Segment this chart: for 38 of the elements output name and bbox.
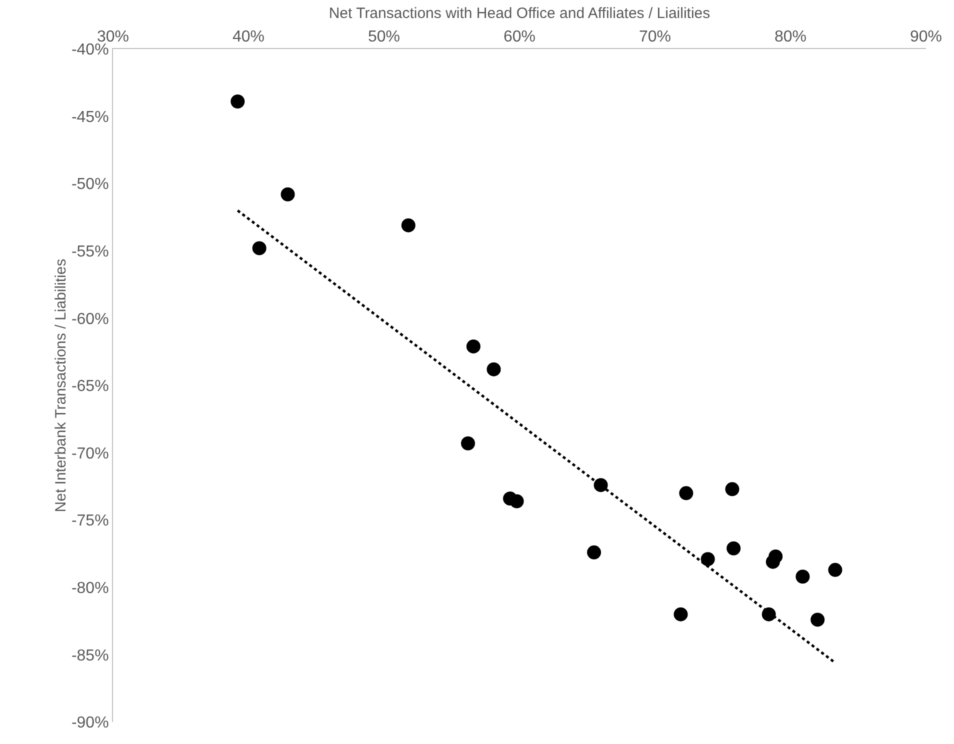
y-tick-label: -50%	[71, 176, 109, 194]
y-tick-label: -55%	[71, 244, 109, 260]
y-tick-label: -85%	[71, 647, 109, 664]
y-tick-label: -45%	[71, 108, 109, 126]
x-tick-label: 90%	[910, 28, 942, 46]
x-tick-label: 40%	[232, 28, 265, 46]
point	[230, 94, 245, 108]
point	[510, 494, 524, 508]
point	[252, 241, 266, 256]
point	[726, 541, 741, 556]
x-tick-label: 70%	[638, 28, 672, 46]
y-tick-label: -90%	[71, 714, 109, 732]
point	[828, 562, 842, 577]
point	[768, 549, 783, 564]
point	[674, 607, 688, 622]
point	[486, 362, 501, 376]
point	[461, 436, 476, 450]
point	[401, 218, 416, 232]
y-tick-label: -75%	[71, 512, 109, 530]
point	[280, 187, 295, 202]
point	[725, 482, 740, 496]
x-tick-label: 50%	[368, 28, 400, 46]
point	[700, 552, 715, 566]
point	[594, 478, 608, 492]
point	[587, 545, 602, 560]
y-tick-label: -60%	[71, 310, 109, 328]
x-axis-title: Net Transactions with Head Office and Affiliates / Liailities	[328, 4, 710, 22]
y-tick-label: -65%	[71, 378, 109, 396]
x-tick-label: 60%	[503, 28, 536, 46]
point	[466, 339, 480, 354]
point	[679, 486, 694, 500]
point	[810, 612, 825, 627]
x-tick-label: 80%	[774, 28, 807, 46]
y-tick-label: -80%	[71, 580, 109, 597]
y-axis-title: Net Interbank Transactions / Liabilities	[52, 258, 70, 512]
point	[796, 570, 810, 584]
y-tick-label: -70%	[71, 445, 109, 462]
y-tick-label: -40%	[71, 42, 109, 59]
